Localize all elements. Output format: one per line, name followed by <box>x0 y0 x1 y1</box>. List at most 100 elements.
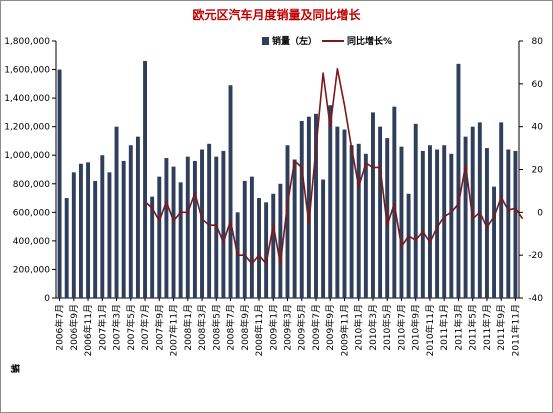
bar-sales-5 <box>93 180 98 298</box>
bar-sales-39 <box>335 126 340 299</box>
x-tick-label: 2010年1月 <box>353 304 365 351</box>
x-tick-label: 2011年9月 <box>495 304 507 351</box>
bar-sales-44 <box>371 112 375 298</box>
x-tick-label: 2006年9月 <box>68 304 80 351</box>
y-left-tick-label: 1,800,000 <box>4 37 50 47</box>
x-tick-label: 2010年3月 <box>367 304 379 351</box>
bar-sales-51 <box>420 150 425 298</box>
bar-sales-55 <box>449 153 454 298</box>
line-yoy-growth <box>144 68 524 265</box>
bar-sales-31 <box>278 183 283 298</box>
bar-sales-21 <box>207 143 212 298</box>
y-left-tick-label: 400,000 <box>13 237 50 247</box>
x-tick-label: 2009年1月 <box>267 304 279 351</box>
bar-sales-40 <box>342 129 347 298</box>
bar-sales-15 <box>164 158 169 298</box>
bar-sales-26 <box>242 180 247 298</box>
bar-sales-56 <box>456 63 461 298</box>
bar-sales-3 <box>78 163 83 298</box>
bar-sales-42 <box>356 143 361 298</box>
bar-sales-2 <box>71 172 76 298</box>
bar-sales-7 <box>107 172 112 298</box>
bar-sales-43 <box>363 153 368 298</box>
bar-sales-58 <box>470 126 475 299</box>
x-tick-label: 2011年1月 <box>438 304 450 351</box>
bar-sales-0 <box>57 69 62 298</box>
y-left-tick-label: 1,000,000 <box>4 151 50 161</box>
x-tick-label: 2008年11月 <box>253 304 265 356</box>
bar-sales-30 <box>271 193 276 298</box>
x-tick-label: 2010年7月 <box>396 304 408 351</box>
x-tick-label: 2009年11月 <box>339 304 351 356</box>
x-tick-label: 2010年11月 <box>424 304 436 356</box>
x-tick-label: 2010年5月 <box>381 304 393 351</box>
bar-sales-33 <box>292 159 297 298</box>
bar-sales-4 <box>86 162 91 298</box>
bar-sales-8 <box>114 126 119 299</box>
bar-sales-38 <box>328 105 333 298</box>
bar-sales-20 <box>200 149 204 298</box>
bar-sales-49 <box>406 193 411 298</box>
x-tick-label: 2009年9月 <box>324 304 336 351</box>
y-left-tick-label: 1,200,000 <box>4 123 50 133</box>
x-tick-label: 2007年1月 <box>96 304 108 351</box>
bar-sales-60 <box>484 148 489 298</box>
x-tick-label: 2008年5月 <box>210 304 222 351</box>
bar-sales-29 <box>264 202 269 298</box>
bar-sales-23 <box>221 150 226 298</box>
y-right-tick-label: 80 <box>532 37 544 47</box>
bar-sales-16 <box>171 166 176 298</box>
bar-sales-46 <box>385 138 390 298</box>
y-left-tick-label: 600,000 <box>13 208 50 218</box>
bar-sales-64 <box>513 150 518 298</box>
legend-swatch-sales <box>262 37 269 45</box>
bar-sales-47 <box>392 106 397 298</box>
y-right-tick-label: 20 <box>532 166 544 176</box>
bar-sales-12 <box>143 60 147 298</box>
bar-sales-52 <box>428 145 432 298</box>
x-tick-label: 2007年5月 <box>125 304 137 351</box>
bar-sales-59 <box>477 122 482 298</box>
x-tick-label: 2009年3月 <box>282 304 294 351</box>
bar-sales-36 <box>314 113 318 298</box>
y-right-tick-label: -40 <box>528 294 543 304</box>
x-tick-label: 2011年11月 <box>509 304 521 356</box>
bar-sales-48 <box>399 146 404 298</box>
x-tick-label: 2007年11月 <box>168 304 180 356</box>
bar-sales-27 <box>249 176 254 298</box>
legend-label-sales: 销量（左） <box>272 35 317 47</box>
bar-sales-19 <box>192 160 197 298</box>
x-tick-label: 2011年7月 <box>481 304 493 351</box>
y-right-tick-label: 60 <box>532 80 544 90</box>
x-tick-label: 2010年9月 <box>410 304 422 351</box>
bar-sales-54 <box>442 145 447 298</box>
bar-sales-34 <box>299 120 304 298</box>
x-tick-label: 2007年9月 <box>153 304 165 351</box>
y-left-tick-label: 800,000 <box>13 180 50 190</box>
bar-sales-35 <box>306 116 311 298</box>
bar-sales-62 <box>499 122 504 298</box>
y-left-tick-label: 0 <box>44 294 50 304</box>
bar-sales-50 <box>413 123 418 298</box>
y-left-tick-label: 1,400,000 <box>4 94 50 104</box>
bar-sales-32 <box>285 145 290 298</box>
x-tick-label: 2008年9月 <box>239 304 251 351</box>
x-tick-label: 2006年11月 <box>82 304 94 356</box>
y-right-tick-label: -20 <box>528 251 543 261</box>
x-tick-label: 2009年7月 <box>310 304 322 351</box>
bar-sales-57 <box>463 136 468 298</box>
y-right-tick-label: 40 <box>532 123 544 133</box>
bar-sales-28 <box>257 198 261 298</box>
bar-sales-61 <box>492 186 497 298</box>
y-right-tick-label: 0 <box>537 208 543 218</box>
bar-sales-6 <box>100 155 105 298</box>
bar-sales-37 <box>321 179 326 298</box>
unit-label: 辆 <box>9 364 21 373</box>
bar-sales-45 <box>378 126 383 299</box>
y-left-tick-label: 1,600,000 <box>4 66 50 76</box>
bar-sales-63 <box>506 149 511 298</box>
x-tick-label: 2009年5月 <box>296 304 308 351</box>
chart-title: 欧元区汽车月度销量及同比增长 <box>192 8 361 22</box>
